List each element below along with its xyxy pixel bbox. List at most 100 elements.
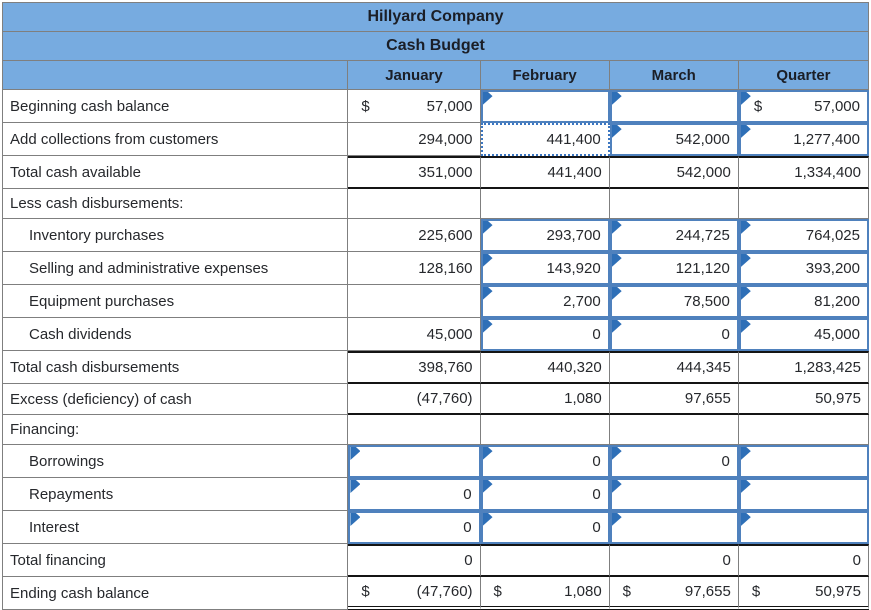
- budget-row: Selling and administrative expenses 128,1…: [3, 252, 869, 285]
- budget-input-cell[interactable]: [480, 90, 610, 123]
- budget-input-cell[interactable]: [738, 445, 869, 478]
- budget-cell: 351,000: [348, 156, 481, 189]
- budget-row: Total cash disbursements 398,760 440,320 44…: [3, 351, 869, 384]
- cell-value: 764,025: [805, 227, 860, 244]
- cell-value: 1,080: [564, 390, 602, 407]
- row-label: Equipment purchases: [3, 285, 349, 318]
- cell-value: 0: [721, 326, 730, 343]
- cell-value: 1,080: [564, 583, 602, 600]
- budget-input-cell[interactable]: 45,000: [738, 318, 869, 351]
- budget-row: Less cash disbursements:: [3, 189, 869, 219]
- budget-input-cell[interactable]: 0: [480, 511, 610, 544]
- answer-flag-icon: [611, 320, 622, 333]
- report-title-row: Cash Budget: [3, 32, 869, 61]
- budget-input-cell[interactable]: 293,700: [480, 219, 610, 252]
- row-label: Financing:: [3, 415, 349, 445]
- budget-input-cell[interactable]: $57,000: [738, 90, 869, 123]
- budget-input-cell[interactable]: [609, 511, 739, 544]
- cell-value: 0: [592, 326, 601, 343]
- cell-value: 45,000: [426, 325, 473, 343]
- answer-flag-icon: [611, 221, 622, 234]
- budget-input-cell[interactable]: 1,277,400: [738, 123, 869, 156]
- cell-value: 294,000: [418, 130, 473, 148]
- answer-flag-icon: [740, 254, 751, 267]
- budget-cell: [738, 189, 869, 219]
- budget-cell: 0: [738, 544, 869, 577]
- budget-input-cell[interactable]: 0: [480, 478, 610, 511]
- answer-flag-icon: [482, 221, 493, 234]
- answer-flag-icon: [482, 320, 493, 333]
- answer-flag-icon: [482, 287, 493, 300]
- budget-input-cell[interactable]: [738, 511, 869, 544]
- cell-value: 398,760: [418, 359, 473, 376]
- cell-value: 57,000: [426, 97, 473, 115]
- answer-flag-icon: [611, 480, 622, 493]
- budget-row: Add collections from customers 294,000 441…: [3, 123, 869, 156]
- answer-flag-icon: [482, 92, 493, 105]
- answer-flag-icon: [350, 480, 361, 493]
- budget-input-cell[interactable]: 393,200: [738, 252, 869, 285]
- answer-flag-icon: [482, 254, 493, 267]
- column-header-january: January: [348, 61, 481, 90]
- row-label: Inventory purchases: [3, 219, 349, 252]
- answer-flag-icon: [740, 447, 751, 460]
- column-header-quarter: Quarter: [738, 61, 869, 90]
- budget-input-cell[interactable]: 2,700: [480, 285, 610, 318]
- budget-input-cell[interactable]: 542,000: [609, 123, 739, 156]
- budget-cell: [609, 189, 739, 219]
- budget-row: Total cash available 351,000 441,400 542,00…: [3, 156, 869, 189]
- cell-value: 0: [721, 453, 730, 470]
- budget-input-cell[interactable]: [348, 445, 481, 478]
- budget-cell: [480, 415, 610, 445]
- cell-value: 1,334,400: [794, 164, 861, 181]
- report-title: Cash Budget: [3, 32, 869, 61]
- row-label: Add collections from customers: [3, 123, 349, 156]
- budget-input-cell[interactable]: 81,200: [738, 285, 869, 318]
- cell-value: 351,000: [418, 164, 473, 181]
- row-label: Less cash disbursements:: [3, 189, 349, 219]
- budget-input-cell[interactable]: [609, 478, 739, 511]
- budget-input-cell[interactable]: [738, 478, 869, 511]
- budget-cell: $57,000: [348, 90, 481, 123]
- cell-value: 542,000: [676, 164, 731, 181]
- budget-cell: 398,760: [348, 351, 481, 384]
- cell-value: 143,920: [546, 260, 601, 277]
- row-label: Total financing: [3, 544, 349, 577]
- company-title-row: Hillyard Company: [3, 3, 869, 32]
- answer-flag-icon: [350, 513, 361, 526]
- cell-value: 97,655: [684, 390, 731, 407]
- cell-value: 0: [592, 486, 601, 503]
- budget-row: Inventory purchases 225,600 293,700 244,725…: [3, 219, 869, 252]
- answer-flag-icon: [740, 221, 751, 234]
- budget-input-cell[interactable]: 0: [348, 478, 481, 511]
- row-label: Beginning cash balance: [3, 90, 349, 123]
- budget-input-cell[interactable]: 0: [609, 318, 739, 351]
- answer-flag-icon: [611, 447, 622, 460]
- budget-input-cell[interactable]: 78,500: [609, 285, 739, 318]
- cell-value: 45,000: [814, 326, 860, 343]
- budget-row: Interest 0 0: [3, 511, 869, 544]
- selected-input-cell[interactable]: 441,400: [480, 123, 610, 156]
- cell-value: 542,000: [675, 131, 730, 148]
- budget-cell: [738, 415, 869, 445]
- budget-input-cell[interactable]: 121,120: [609, 252, 739, 285]
- budget-input-cell[interactable]: 764,025: [738, 219, 869, 252]
- cell-value: 225,600: [418, 226, 473, 244]
- answer-flag-icon: [611, 125, 622, 138]
- budget-input-cell[interactable]: 0: [348, 511, 481, 544]
- budget-cell: 128,160: [348, 252, 481, 285]
- answer-flag-icon: [482, 513, 493, 526]
- budget-cell: 441,400: [480, 156, 610, 189]
- row-label: Excess (deficiency) of cash: [3, 384, 349, 415]
- budget-cell: 1,334,400: [738, 156, 869, 189]
- answer-flag-icon: [740, 513, 751, 526]
- budget-input-cell[interactable]: [609, 90, 739, 123]
- budget-input-cell[interactable]: 0: [609, 445, 739, 478]
- budget-input-cell[interactable]: 244,725: [609, 219, 739, 252]
- budget-input-cell[interactable]: 0: [480, 445, 610, 478]
- cell-value: 393,200: [805, 260, 860, 277]
- budget-input-cell[interactable]: 0: [480, 318, 610, 351]
- answer-flag-icon: [482, 447, 493, 460]
- budget-input-cell[interactable]: 143,920: [480, 252, 610, 285]
